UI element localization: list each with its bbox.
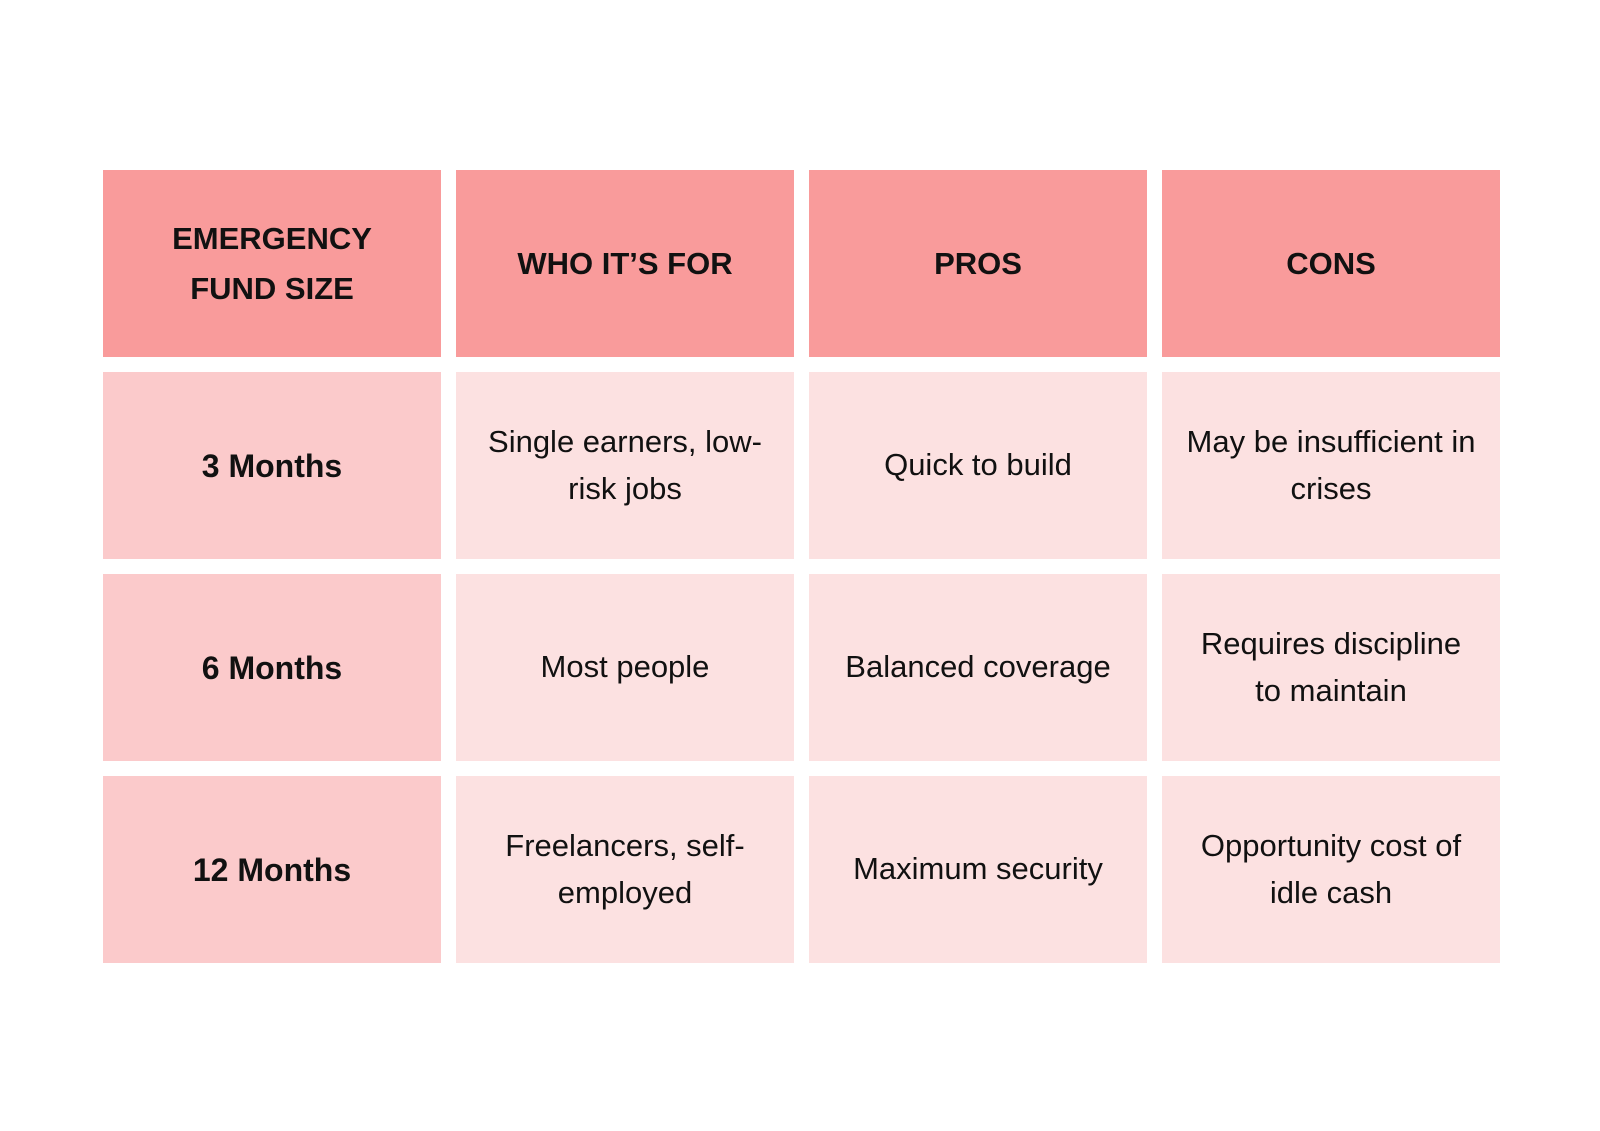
pros-cell: Maximum security [853,851,1103,887]
table-cell: Requires discipline to maintain [1162,574,1500,761]
fund-size-cell: 12 Months [192,851,352,888]
cons-cell: May be insufficient in crises [1186,424,1476,506]
table-row-header: 6 Months [103,574,441,761]
header-cons-label: CONS [1286,245,1376,281]
fund-size-cell: 3 Months [201,447,343,484]
pros-cell: Balanced coverage [845,649,1111,685]
header-who-its-for: WHO IT’S FOR [456,170,794,357]
table-cell: Balanced coverage [809,574,1147,761]
header-cons: CONS [1162,170,1500,357]
table-cell: Single earners, low-risk jobs [456,372,794,559]
header-fund-size-label: EMERGENCY FUND SIZE [172,220,372,306]
table-row-header: 3 Months [103,372,441,559]
header-fund-size: EMERGENCY FUND SIZE [103,170,441,357]
header-pros-label: PROS [934,245,1022,281]
header-pros: PROS [809,170,1147,357]
cons-cell: Opportunity cost of idle cash [1200,828,1462,910]
table-row-header: 12 Months [103,776,441,963]
who-its-for-cell: Most people [540,649,710,685]
table-cell: May be insufficient in crises [1162,372,1500,559]
table-cell: Quick to build [809,372,1147,559]
cons-cell: Requires discipline to maintain [1200,626,1462,708]
emergency-fund-table: EMERGENCY FUND SIZE WHO IT’S FOR PROS CO… [103,170,1500,963]
who-its-for-cell: Freelancers, self-employed [505,828,745,910]
table-cell: Most people [456,574,794,761]
header-who-its-for-label: WHO IT’S FOR [517,245,733,281]
table-cell: Opportunity cost of idle cash [1162,776,1500,963]
table-cell: Freelancers, self-employed [456,776,794,963]
table-cell: Maximum security [809,776,1147,963]
who-its-for-cell: Single earners, low-risk jobs [488,424,762,506]
pros-cell: Quick to build [884,447,1072,483]
fund-size-cell: 6 Months [201,649,343,686]
